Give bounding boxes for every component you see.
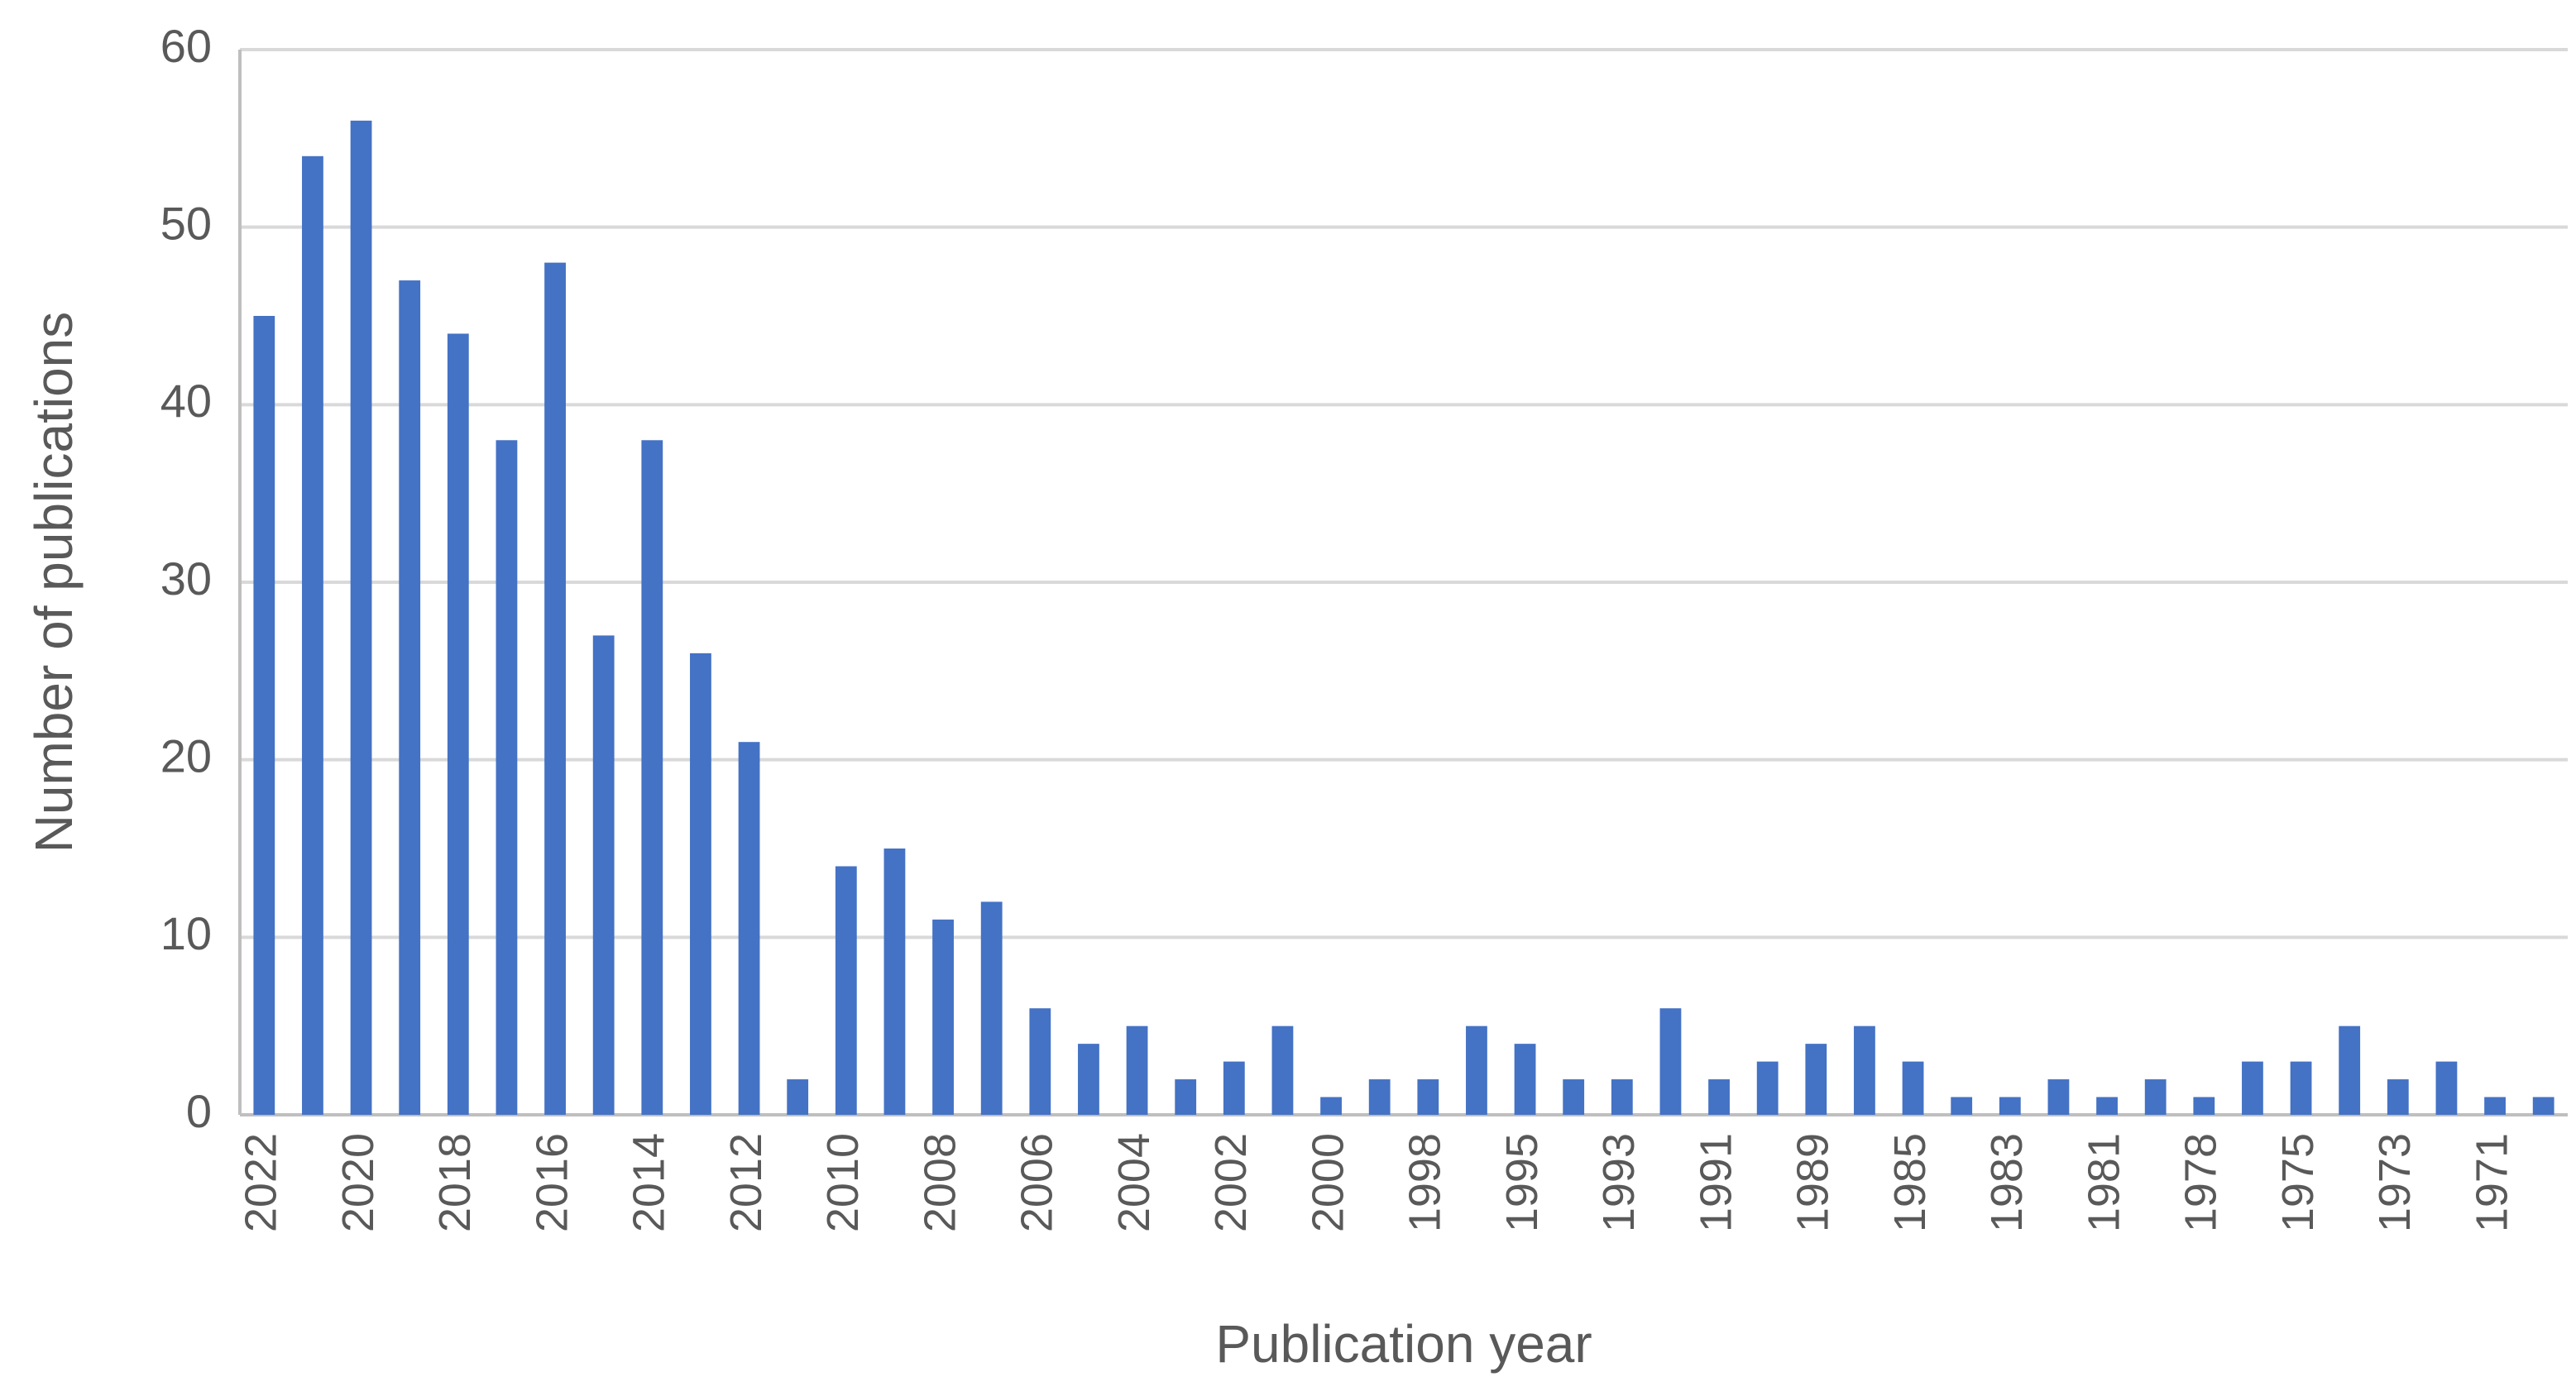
bar [1175, 1079, 1197, 1115]
bar [253, 316, 275, 1115]
x-tick-label: 2014 [625, 1133, 674, 1232]
bar [787, 1079, 809, 1115]
bar [1563, 1079, 1585, 1115]
bar [835, 866, 857, 1115]
x-tick-label: 2004 [1109, 1133, 1159, 1232]
bar [1078, 1044, 1099, 1115]
bar [690, 653, 711, 1115]
bar [2047, 1079, 2070, 1115]
y-tick-label: 0 [186, 1085, 212, 1137]
bar [1271, 1025, 1294, 1115]
bar [302, 155, 323, 1115]
x-tick-label: 2000 [1303, 1133, 1353, 1232]
x-tick-label: 2008 [915, 1133, 965, 1232]
x-tick-label: 2002 [1206, 1133, 1256, 1232]
bar [883, 849, 906, 1115]
bar [1659, 1008, 1682, 1115]
bar [2144, 1079, 2167, 1115]
bar [1320, 1097, 1342, 1115]
x-tick-label: 1981 [2079, 1133, 2128, 1232]
bar [1999, 1097, 2021, 1115]
bar [932, 919, 954, 1115]
bar [2339, 1025, 2361, 1115]
bar [2435, 1061, 2458, 1115]
bar [592, 635, 615, 1115]
y-axis-title: Number of publications [24, 312, 84, 853]
bar [2532, 1097, 2554, 1115]
bar [350, 120, 372, 1115]
x-tick-label: 1985 [1885, 1133, 1935, 1232]
bar [1368, 1079, 1391, 1115]
bar [2387, 1079, 2409, 1115]
bar [1223, 1061, 1245, 1115]
x-axis-title: Publication year [1215, 1314, 1592, 1374]
bar [1029, 1008, 1051, 1115]
bar [447, 333, 469, 1115]
x-tick-label: 1975 [2273, 1133, 2323, 1232]
bar [2096, 1097, 2118, 1115]
y-tick-label: 40 [160, 375, 212, 427]
y-tick-label: 60 [160, 20, 212, 72]
bar [1854, 1025, 1875, 1115]
bar [399, 280, 421, 1116]
bar [2484, 1097, 2506, 1115]
x-tick-label: 1973 [2370, 1133, 2420, 1232]
y-tick-label: 50 [160, 197, 212, 249]
x-tick-label: 2020 [333, 1133, 383, 1232]
bar [2242, 1061, 2263, 1115]
bar [1611, 1079, 1633, 1115]
x-tick-label: 2018 [430, 1133, 480, 1232]
x-tick-label: 2016 [527, 1133, 577, 1232]
x-tick-label: 2012 [721, 1133, 771, 1232]
bar [1951, 1097, 1973, 1115]
bar [1514, 1044, 1536, 1115]
x-tick-label: 1993 [1594, 1133, 1644, 1232]
y-tick-label: 30 [160, 552, 212, 605]
bar [1805, 1044, 1827, 1115]
x-tick-label: 2022 [237, 1133, 286, 1232]
x-tick-label: 1995 [1497, 1133, 1547, 1232]
bar [2290, 1061, 2312, 1115]
bar [544, 262, 566, 1116]
x-tick-label: 2006 [1013, 1133, 1062, 1232]
x-tick-label: 1998 [1401, 1133, 1450, 1232]
x-tick-label: 1989 [1788, 1133, 1838, 1232]
bar [738, 742, 760, 1115]
bar [1466, 1025, 1487, 1115]
x-tick-label: 1971 [2467, 1133, 2516, 1232]
bar [496, 440, 518, 1115]
y-tick-label: 10 [160, 907, 212, 959]
x-tick-label: 1983 [1982, 1133, 2032, 1232]
bar [1902, 1061, 1924, 1115]
x-tick-label: 1978 [2176, 1133, 2226, 1232]
bar [1417, 1079, 1439, 1115]
bar [980, 901, 1003, 1115]
bar [1126, 1025, 1148, 1115]
bar [1756, 1061, 1779, 1115]
x-tick-label: 2010 [818, 1133, 868, 1232]
bar [641, 440, 663, 1115]
bar [1708, 1079, 1730, 1115]
y-tick-label: 20 [160, 729, 212, 782]
bar [2193, 1097, 2215, 1115]
x-tick-label: 1991 [1691, 1133, 1740, 1232]
